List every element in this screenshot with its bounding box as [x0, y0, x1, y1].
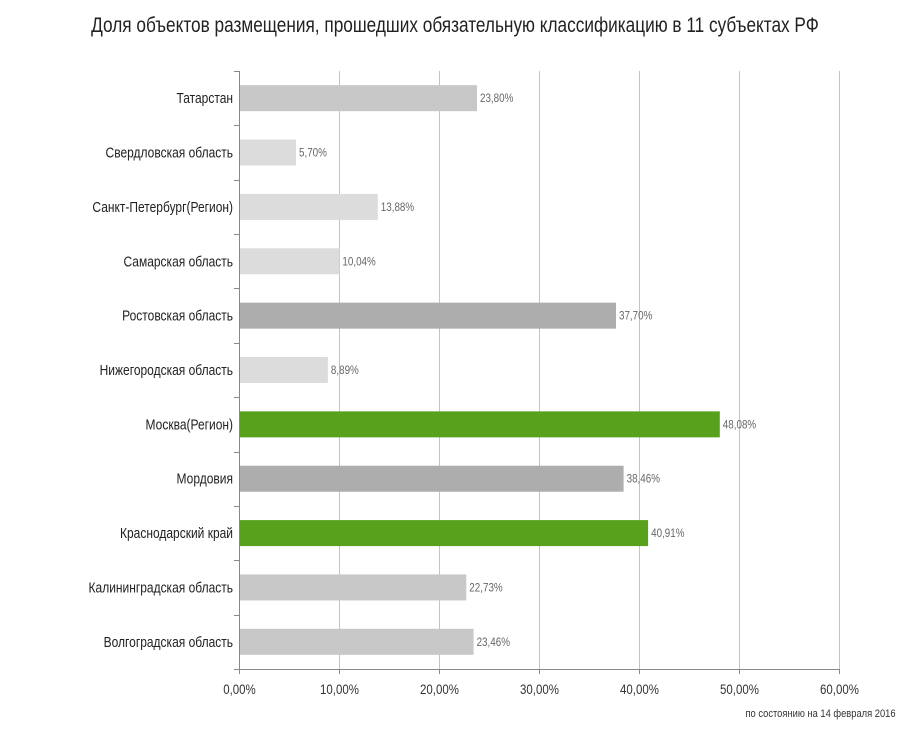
bar [240, 628, 474, 655]
bar [240, 357, 328, 383]
x-tick-label: 40,00% [620, 681, 659, 697]
bar-value-label: 23,46% [477, 636, 511, 649]
bar [240, 193, 378, 220]
x-tick-label: 50,00% [720, 681, 759, 697]
bar [240, 520, 649, 547]
bar [240, 248, 340, 275]
bar [240, 465, 624, 492]
x-tick-label: 20,00% [420, 681, 459, 697]
bar-value-label: 23,80% [480, 92, 514, 105]
category-label: Мордовия [177, 470, 233, 487]
category-label: Москва(Регион) [146, 416, 233, 433]
bar-value-label: 48,08% [723, 419, 757, 432]
x-tick-label: 10,00% [320, 681, 359, 697]
bar-value-label: 10,04% [342, 255, 376, 268]
category-label: Самарская область [124, 253, 233, 270]
bar-value-label: 13,88% [381, 201, 415, 214]
category-label: Волгоградская область [104, 634, 233, 651]
bar [240, 139, 296, 166]
bar [240, 574, 467, 601]
bar-value-label: 40,91% [651, 527, 685, 540]
x-tick-label: 0,00% [223, 681, 256, 697]
category-label: Краснодарский край [120, 525, 233, 542]
bar [240, 85, 477, 112]
bar-value-label: 38,46% [627, 473, 661, 486]
grid-lines [339, 71, 840, 669]
bar-value-label: 8,89% [331, 364, 359, 377]
bars [240, 85, 720, 655]
chart-title: Доля объектов размещения, прошедших обяз… [91, 14, 819, 37]
bar-value-label: 37,70% [619, 310, 653, 323]
labels: 0,00% 10,00% 20,00% 30,00% 40,00% 50,00% 60,00… [89, 90, 859, 697]
category-label: Свердловская область [106, 144, 233, 161]
category-label: Калининградская область [89, 579, 233, 596]
bar-value-label: 22,73% [469, 582, 503, 595]
bar-value-label: 5,70% [299, 147, 327, 160]
x-tick-label: 60,00% [820, 681, 859, 697]
category-label: Нижегородская область [100, 362, 233, 379]
axes [234, 71, 840, 674]
category-label: Татарстан [176, 90, 233, 107]
footnote: по состоянию на 14 февраля 2016 [745, 708, 896, 720]
category-label: Ростовская область [122, 307, 233, 324]
bar [240, 302, 616, 329]
x-tick-label: 30,00% [520, 681, 559, 697]
category-label: Санкт-Петербург(Регион) [92, 199, 233, 216]
bar [240, 411, 720, 438]
